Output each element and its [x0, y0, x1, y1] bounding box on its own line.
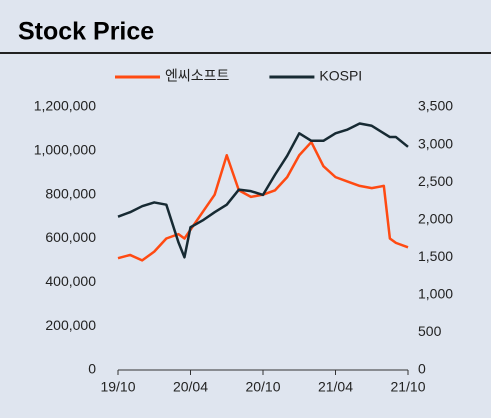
x-tick-label: 20/04: [173, 379, 208, 395]
x-tick-label: 21/10: [390, 379, 425, 395]
y-tick-label: 1,200,000: [34, 98, 96, 114]
y2-tick-label: 2,000: [418, 210, 453, 226]
legend-label: 엔씨소프트: [165, 68, 230, 84]
legend-label: KOSPI: [319, 68, 362, 84]
y-tick-label: 800,000: [45, 185, 96, 201]
y2-tick-label: 1,500: [418, 248, 453, 264]
y2-tick-label: 3,000: [418, 135, 453, 151]
y-tick-label: 400,000: [45, 273, 96, 289]
x-tick-label: 20/10: [245, 379, 280, 395]
y2-tick-label: 500: [418, 323, 442, 339]
y-tick-label: 200,000: [45, 317, 96, 333]
y2-tick-label: 3,500: [418, 98, 453, 114]
y2-tick-label: 1,000: [418, 286, 453, 302]
y-tick-label: 0: [88, 361, 96, 377]
chart-title: Stock Price: [18, 18, 154, 46]
y-tick-label: 1,000,000: [34, 142, 96, 158]
series-line: [117, 122, 409, 259]
y2-tick-label: 0: [418, 361, 426, 377]
series-line: [117, 140, 409, 262]
y2-tick-label: 2,500: [418, 173, 453, 189]
x-tick-label: 21/04: [318, 379, 353, 395]
y-tick-label: 600,000: [45, 229, 96, 245]
x-tick-label: 19/10: [100, 379, 135, 395]
